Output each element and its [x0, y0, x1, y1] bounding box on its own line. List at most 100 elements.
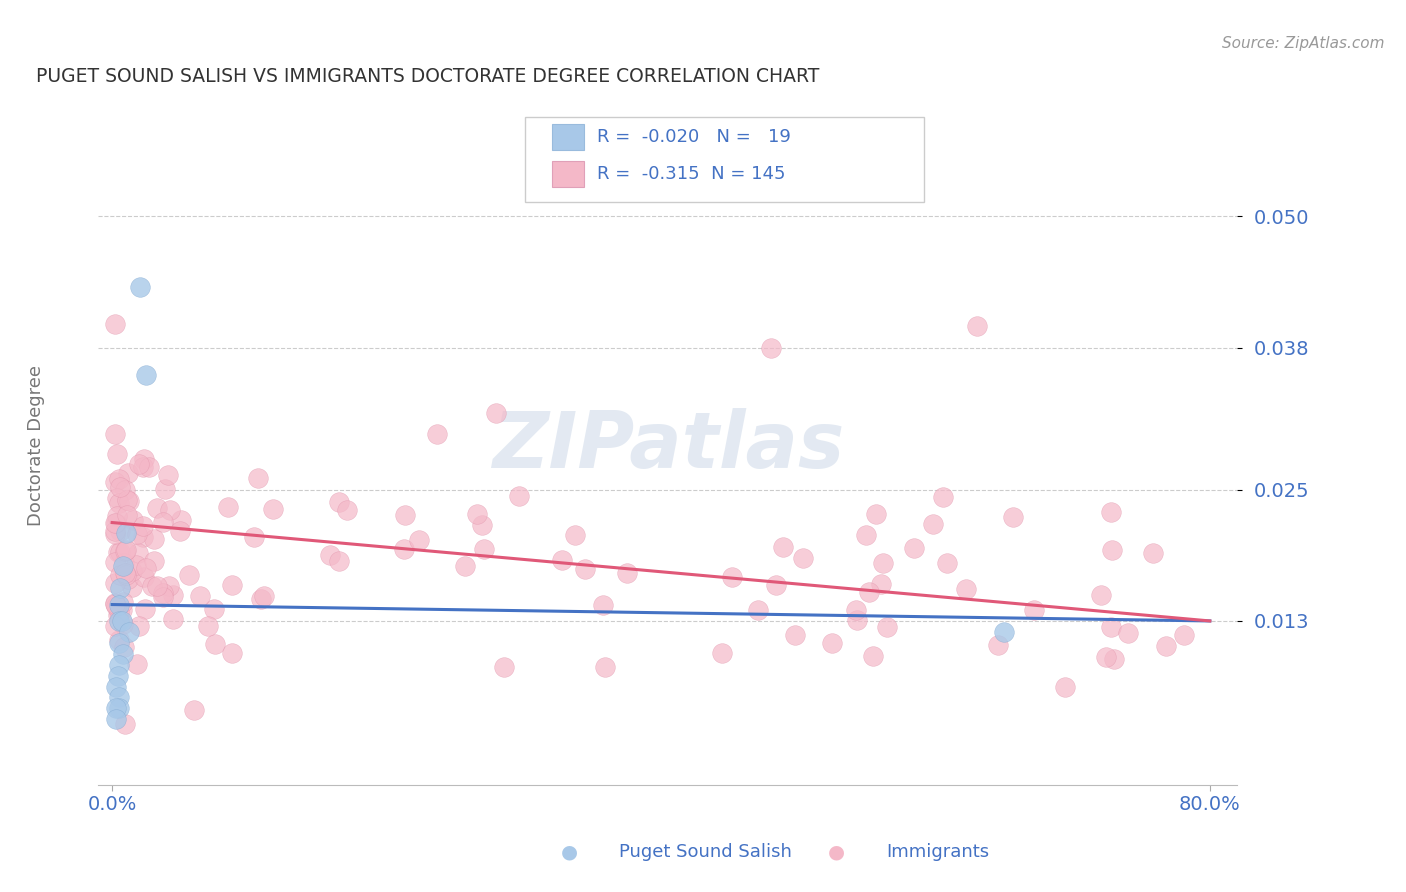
- Point: [107, 544, 129, 558]
- FancyBboxPatch shape: [551, 125, 583, 150]
- Point: [721, 570, 744, 584]
- Point: [394, 508, 416, 523]
- Point: [108, 524, 131, 538]
- Point: [134, 602, 156, 616]
- Point: [125, 526, 148, 541]
- Text: ●: ●: [828, 842, 845, 862]
- Point: [108, 657, 131, 672]
- Point: [472, 541, 495, 556]
- Point: [112, 559, 135, 574]
- Point: [328, 494, 350, 508]
- Point: [108, 605, 131, 619]
- Point: [993, 624, 1015, 639]
- Text: Immigrants: Immigrants: [886, 843, 988, 861]
- Point: [156, 468, 179, 483]
- Point: [104, 555, 127, 569]
- Point: [392, 541, 415, 556]
- Point: [494, 660, 516, 674]
- Text: Puget Sound Salish: Puget Sound Salish: [619, 843, 792, 861]
- Point: [104, 596, 127, 610]
- Point: [759, 341, 782, 355]
- Point: [135, 561, 157, 575]
- Point: [574, 562, 596, 576]
- Point: [107, 496, 129, 510]
- Point: [872, 556, 894, 570]
- Point: [1173, 628, 1195, 642]
- Point: [105, 447, 128, 461]
- Point: [1095, 649, 1118, 664]
- Point: [115, 526, 138, 541]
- Point: [127, 546, 149, 560]
- Point: [132, 518, 155, 533]
- Point: [169, 524, 191, 538]
- Point: [132, 459, 155, 474]
- Point: [134, 570, 156, 584]
- Point: [179, 568, 201, 582]
- Point: [243, 530, 266, 544]
- Point: [508, 489, 530, 503]
- Point: [128, 280, 150, 294]
- Point: [105, 599, 128, 613]
- Point: [111, 617, 134, 632]
- Point: [117, 572, 139, 586]
- Point: [105, 712, 128, 726]
- Point: [105, 491, 128, 505]
- Point: [865, 508, 887, 522]
- Point: [112, 594, 135, 608]
- Point: [152, 515, 174, 529]
- Point: [135, 368, 157, 382]
- Point: [328, 554, 350, 568]
- Point: [862, 648, 884, 663]
- Point: [485, 406, 508, 420]
- Point: [593, 660, 616, 674]
- Point: [159, 503, 181, 517]
- Y-axis label: Doctorate Degree: Doctorate Degree: [27, 366, 45, 526]
- Point: [118, 493, 141, 508]
- Point: [1154, 639, 1177, 653]
- Point: [162, 612, 184, 626]
- Point: [114, 483, 136, 497]
- Point: [876, 620, 898, 634]
- Point: [1099, 505, 1122, 519]
- Point: [104, 524, 127, 539]
- Point: [821, 636, 844, 650]
- Point: [262, 502, 284, 516]
- Point: [1001, 509, 1024, 524]
- Point: [121, 580, 143, 594]
- Point: [107, 668, 129, 682]
- Point: [162, 588, 184, 602]
- Point: [1099, 620, 1122, 634]
- Point: [1102, 652, 1125, 666]
- Point: [845, 603, 868, 617]
- Point: [121, 564, 143, 578]
- Point: [454, 559, 477, 574]
- Point: [143, 553, 166, 567]
- FancyBboxPatch shape: [526, 117, 924, 202]
- Point: [117, 508, 139, 523]
- Point: [117, 624, 139, 639]
- Point: [111, 603, 134, 617]
- Point: [903, 541, 925, 555]
- Point: [152, 586, 174, 600]
- Point: [104, 576, 127, 591]
- Point: [1053, 680, 1076, 694]
- Point: [247, 471, 270, 485]
- FancyBboxPatch shape: [551, 161, 583, 186]
- Point: [153, 483, 176, 497]
- Point: [108, 472, 131, 486]
- Point: [112, 556, 135, 570]
- Point: [105, 509, 128, 524]
- Point: [104, 475, 127, 489]
- Point: [114, 543, 136, 558]
- Point: [110, 544, 132, 558]
- Point: [114, 543, 136, 558]
- Point: [221, 578, 243, 592]
- Point: [932, 490, 955, 504]
- Point: [204, 638, 226, 652]
- Point: [846, 613, 869, 627]
- Point: [108, 701, 131, 715]
- Point: [616, 566, 638, 580]
- Point: [138, 460, 160, 475]
- Point: [111, 614, 134, 628]
- Point: [115, 568, 138, 582]
